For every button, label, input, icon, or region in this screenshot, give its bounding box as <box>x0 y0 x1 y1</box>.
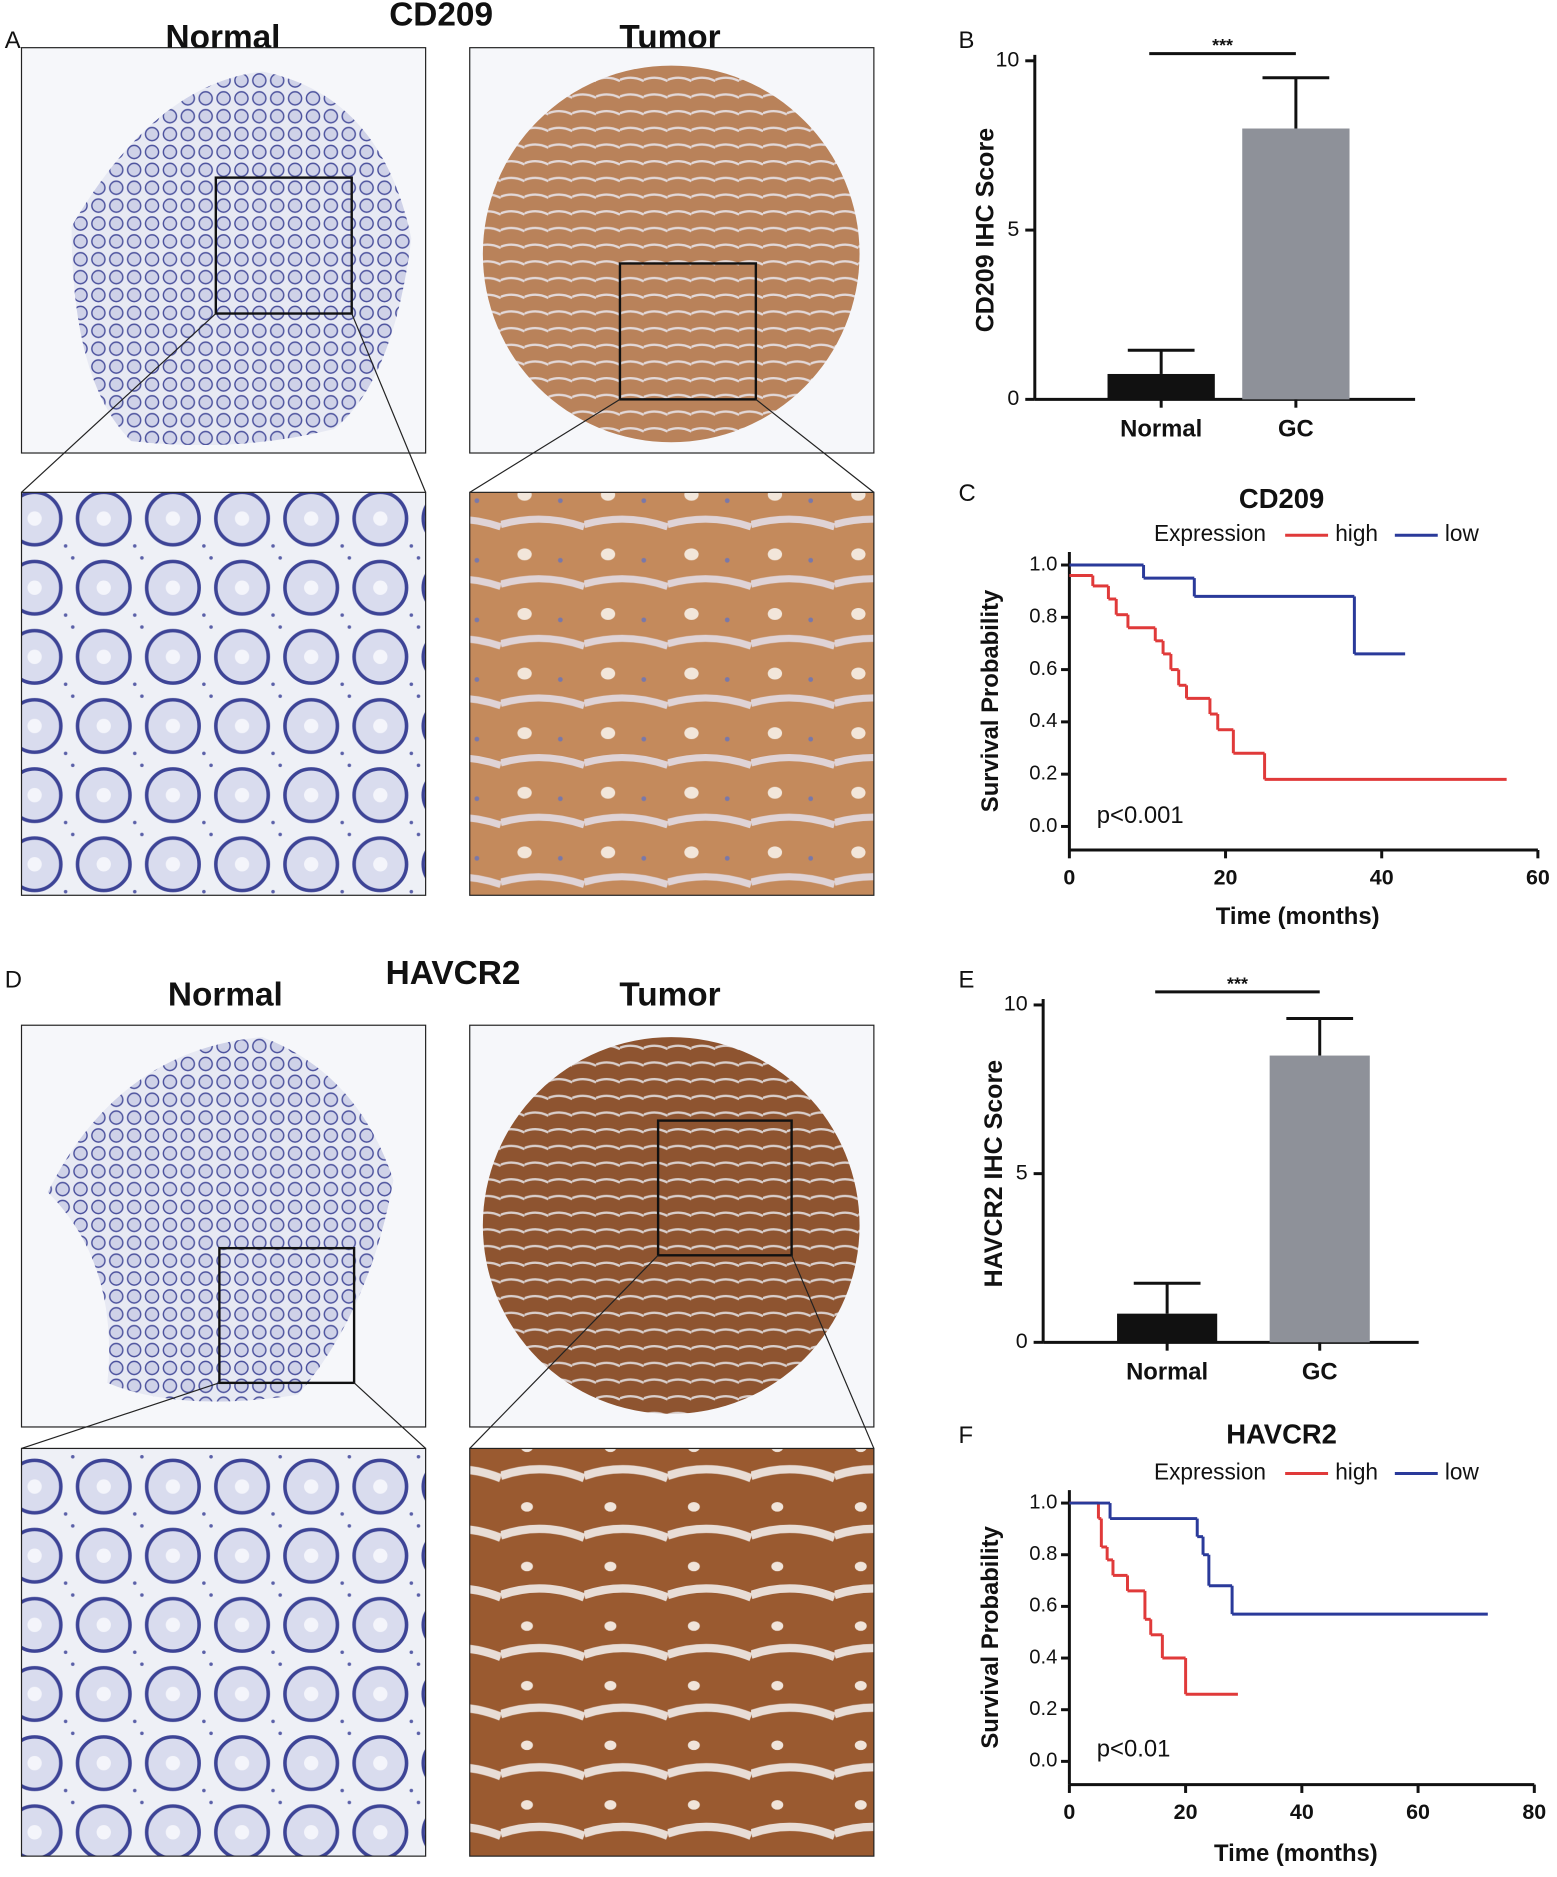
legend-label: low <box>1445 1458 1480 1484</box>
zoom-line <box>21 1382 220 1449</box>
zoom-image <box>469 491 875 896</box>
tma-core <box>482 1037 860 1414</box>
x-tick-label: 80 <box>1522 1800 1546 1824</box>
ihc-column-title: Tumor <box>619 976 720 1013</box>
inset-box <box>618 262 758 401</box>
panel-label: F <box>959 1422 974 1449</box>
x-tick-label: 40 <box>1290 1800 1314 1824</box>
tma-core <box>482 65 860 443</box>
zoom-image <box>20 1447 427 1857</box>
y-tick-label: 10 <box>1004 992 1028 1016</box>
y-tick-label: 0 <box>1016 1329 1028 1353</box>
y-tick-label: 0.8 <box>1029 606 1057 628</box>
chart-title: HAVCR2 <box>1226 1419 1337 1450</box>
y-tick-label: 0.6 <box>1029 658 1057 680</box>
x-tick-label: 20 <box>1214 865 1238 889</box>
zoom-line <box>469 1254 659 1449</box>
zoom-image <box>469 1447 875 1857</box>
y-axis-label: Survival Probability <box>977 1525 1004 1748</box>
legend-title: Expression <box>1154 1458 1266 1484</box>
panel-label: C <box>959 480 976 507</box>
y-axis-label: Survival Probability <box>977 589 1004 812</box>
x-tick-label: GC <box>1278 416 1314 443</box>
y-tick-label: 5 <box>1007 217 1019 241</box>
chart-title: CD209 <box>1239 483 1324 514</box>
ihc-title: HAVCR2 <box>386 955 521 992</box>
x-axis-label: Time (months) <box>1214 1840 1378 1867</box>
panel-label: D <box>5 966 22 993</box>
bar <box>1117 1313 1218 1343</box>
legend-label: low <box>1445 520 1480 546</box>
y-tick-label: 0.0 <box>1029 815 1057 837</box>
y-tick-label: 0 <box>1007 386 1019 410</box>
y-tick-label: 5 <box>1016 1160 1028 1184</box>
zoom-line <box>755 398 875 493</box>
ihc-column-title: Normal <box>168 976 283 1013</box>
y-tick-label: 0.4 <box>1029 1646 1057 1668</box>
legend-label: high <box>1335 1458 1378 1484</box>
x-tick-label: 60 <box>1526 865 1550 889</box>
y-tick-label: 0.8 <box>1029 1543 1057 1565</box>
y-tick-label: 0.6 <box>1029 1595 1057 1617</box>
x-tick-label: 40 <box>1370 865 1394 889</box>
y-axis-label: CD209 IHC Score <box>972 128 1000 332</box>
bar <box>1242 128 1350 400</box>
x-tick-label: Normal <box>1126 1359 1208 1386</box>
x-tick-label: 0 <box>1063 1800 1075 1824</box>
y-tick-label: 10 <box>995 47 1019 71</box>
tma-core <box>71 71 412 446</box>
inset-box <box>218 1246 356 1385</box>
significance-label: *** <box>1227 973 1248 993</box>
annotation: p<0.001 <box>1097 802 1184 829</box>
ihc-title: CD209 <box>389 0 493 34</box>
y-tick-label: 0.2 <box>1029 763 1057 785</box>
significance-label: *** <box>1212 35 1233 55</box>
zoom-line <box>791 1255 875 1449</box>
y-tick-label: 0.2 <box>1029 1698 1057 1720</box>
y-tick-label: 0.0 <box>1029 1750 1057 1772</box>
panel-label: B <box>959 27 975 54</box>
zoom-line <box>469 398 621 493</box>
x-tick-label: 60 <box>1406 1800 1430 1824</box>
panel-label: E <box>959 966 975 993</box>
y-tick-label: 1.0 <box>1029 1491 1057 1513</box>
x-axis-label: Time (months) <box>1216 903 1380 930</box>
zoom-line <box>353 1382 427 1449</box>
zoom-line <box>21 313 217 493</box>
inset-box <box>214 176 353 315</box>
x-tick-label: GC <box>1302 1359 1338 1386</box>
x-tick-label: 0 <box>1063 865 1075 889</box>
x-tick-label: 20 <box>1174 1800 1198 1824</box>
annotation: p<0.01 <box>1097 1735 1171 1762</box>
legend-title: Expression <box>1154 520 1266 546</box>
y-tick-label: 1.0 <box>1029 553 1057 575</box>
tma-core <box>47 1037 394 1402</box>
y-tick-label: 0.4 <box>1029 710 1057 732</box>
bar <box>1107 373 1215 400</box>
x-tick-label: Normal <box>1120 416 1202 443</box>
legend-label: high <box>1335 520 1378 546</box>
y-axis-label: HAVCR2 IHC Score <box>980 1060 1008 1288</box>
bar <box>1269 1055 1370 1343</box>
zoom-line <box>351 313 427 493</box>
zoom-image <box>20 491 427 896</box>
inset-box <box>656 1119 793 1257</box>
panel-label: A <box>5 27 21 54</box>
